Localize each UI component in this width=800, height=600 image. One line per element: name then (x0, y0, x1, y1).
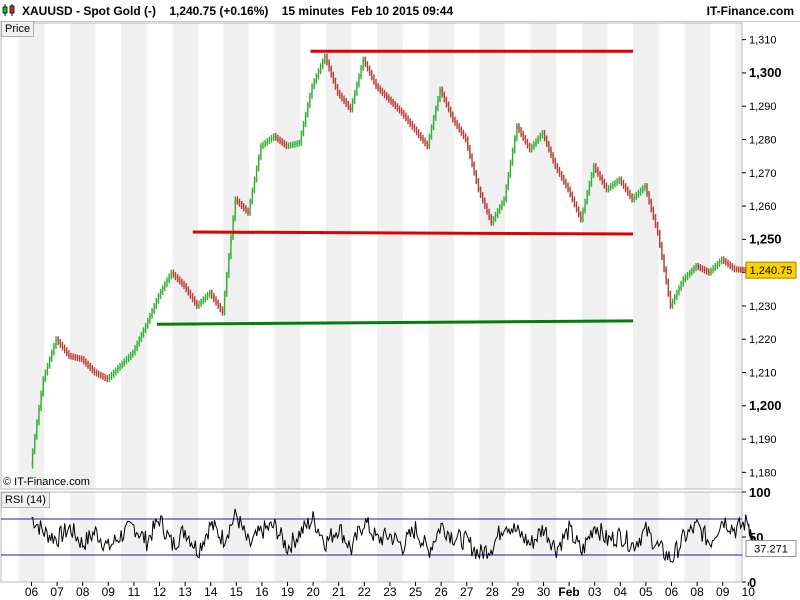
x-tick-label: Feb (558, 585, 579, 599)
price-y-tick-label: 1,210 (749, 368, 777, 380)
x-tick-label: 25 (409, 585, 423, 599)
price-y-tick-label: 1,190 (749, 434, 777, 446)
price-day-band (172, 23, 198, 489)
rsi-panel-label[interactable]: RSI (14) (1, 492, 50, 508)
x-tick-label: 30 (537, 585, 551, 599)
rsi-day-band (581, 492, 608, 582)
rsi-last-label: 37.271 (754, 543, 788, 555)
price-day-band (633, 23, 659, 489)
price-y-tick-label: 1,250 (749, 231, 782, 246)
rsi-y-tick-label: 0 (749, 575, 756, 590)
x-tick-label: 09 (102, 585, 116, 599)
price-day-band (325, 23, 352, 489)
rsi-panel-frame (0, 491, 743, 583)
resistance-line (192, 230, 634, 236)
price-day-band (274, 23, 301, 489)
x-tick-label: 21 (332, 585, 346, 599)
rsi-last-badge (745, 539, 797, 557)
x-tick-label: 28 (486, 585, 500, 599)
x-tick-label: 06 (25, 585, 39, 599)
chart-header: XAUUSD - Spot Gold (-) 1,240.75 (+0.16%)… (0, 0, 800, 22)
rsi-day-band (274, 492, 301, 582)
brand-link[interactable]: IT-Finance.com (706, 4, 794, 18)
price-panel-label[interactable]: Price (1, 21, 35, 37)
x-tick-label: 27 (460, 585, 474, 599)
x-tick-label: 05 (639, 585, 653, 599)
price-y-tick-label: 1,230 (749, 301, 777, 313)
x-tick-label: 29 (511, 585, 525, 599)
rsi-day-band (633, 492, 659, 582)
price-y-tick-label: 1,290 (749, 101, 777, 113)
x-tick-label: 08 (690, 585, 704, 599)
rsi-day-band (530, 492, 557, 582)
price-day-band (479, 23, 506, 489)
rsi-day-band (479, 492, 506, 582)
last-price-label: 1,240.75 (750, 265, 793, 277)
price-line (31, 55, 754, 466)
x-tick-label: 04 (614, 585, 628, 599)
price-y-tick-label: 1,220 (749, 334, 777, 346)
price-day-band (223, 23, 250, 489)
rsi-day-band (69, 492, 96, 582)
chart-title: XAUUSD - Spot Gold (-) 1,240.75 (+0.16%)… (22, 4, 454, 18)
price-day-band (18, 23, 45, 489)
x-tick-label: 09 (716, 585, 730, 599)
x-tick-label: 06 (665, 585, 679, 599)
x-tick-label: 14 (204, 585, 218, 599)
x-tick-label: 22 (358, 585, 372, 599)
rsi-y-tick-label: 100 (749, 485, 771, 500)
x-tick-label: 12 (153, 585, 167, 599)
price-day-band (530, 23, 557, 489)
x-tick-label: 07 (50, 585, 64, 599)
rsi-day-band (428, 492, 454, 582)
price-y-tick-label: 1,180 (749, 467, 777, 479)
price-day-band (684, 23, 710, 489)
price-day-band (428, 23, 454, 489)
x-tick-label: 20 (306, 585, 320, 599)
rsi-day-band (121, 492, 147, 582)
x-tick-label: 03 (588, 585, 602, 599)
x-tick-label: 19 (281, 585, 295, 599)
support-line (156, 319, 634, 326)
price-day-band (581, 23, 608, 489)
x-tick-label: 13 (178, 585, 192, 599)
x-tick-label: 23 (383, 585, 397, 599)
price-day-band (121, 23, 147, 489)
price-y-tick-label: 1,280 (749, 135, 777, 147)
price-y-tick-label: 1,270 (749, 168, 777, 180)
price-y-tick-label: 1,300 (749, 65, 782, 80)
x-tick-label: 11 (128, 585, 141, 599)
watermark: © IT-Finance.com (3, 476, 90, 488)
candlestick-icon (2, 4, 15, 16)
rsi-day-band (735, 492, 742, 582)
price-panel-frame (0, 22, 743, 490)
price-y-tick-label: 1,200 (749, 398, 782, 413)
price-y-tick-label: 1,310 (749, 35, 777, 47)
price-day-band (377, 23, 403, 489)
x-tick-label: 15 (230, 585, 244, 599)
rsi-day-band (684, 492, 710, 582)
x-tick-label: 10 (742, 585, 756, 599)
last-price-badge (745, 261, 797, 279)
x-tick-label: 08 (76, 585, 90, 599)
x-tick-label: 26 (434, 585, 448, 599)
price-day-band (735, 23, 742, 489)
rsi-line (31, 508, 754, 563)
price-y-tick-label: 1,260 (749, 201, 777, 213)
rsi-day-band (172, 492, 198, 582)
x-tick-label: 16 (255, 585, 269, 599)
price-day-band (69, 23, 96, 489)
